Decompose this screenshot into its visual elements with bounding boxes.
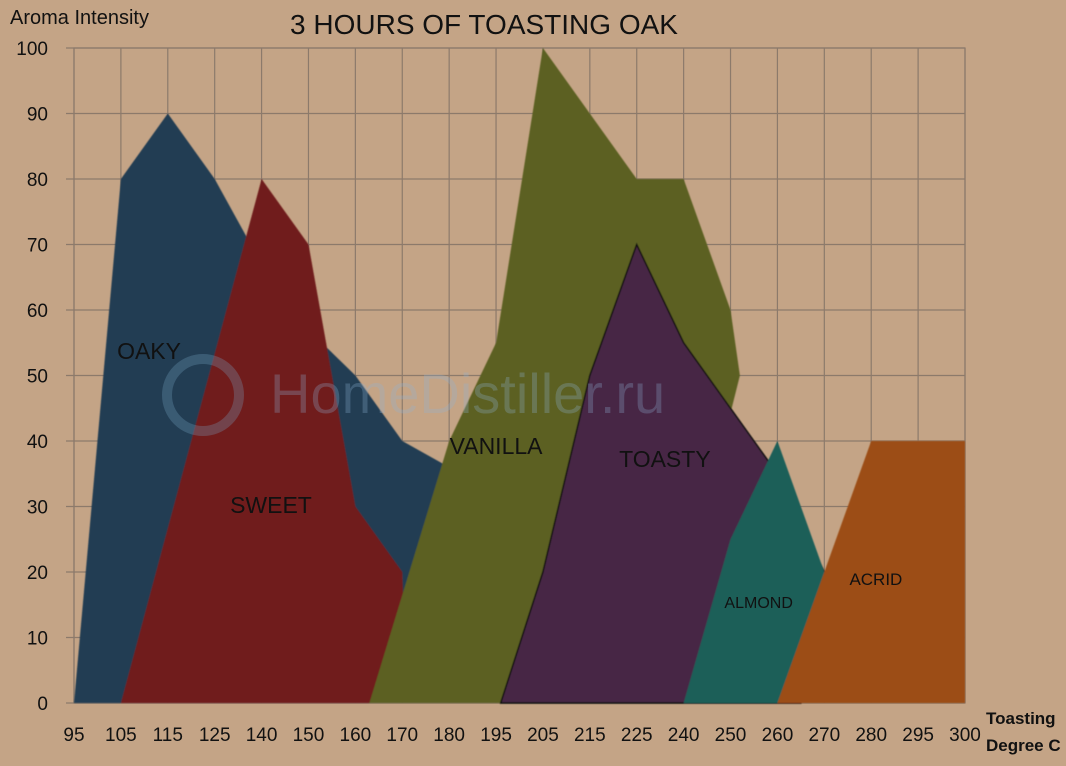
x-tick-label: 240 xyxy=(668,725,700,746)
series-label-oaky: OAKY xyxy=(117,338,181,364)
series-label-acrid: ACRID xyxy=(849,570,902,589)
x-tick-label: 140 xyxy=(246,725,278,746)
x-tick-label: 115 xyxy=(153,725,183,746)
x-tick-label: 225 xyxy=(621,725,653,746)
watermark: HomeDistiller.ru xyxy=(162,354,665,436)
series-label-sweet: SWEET xyxy=(230,492,312,518)
y-tick-label: 30 xyxy=(27,498,48,519)
area-almond xyxy=(683,441,825,703)
x-tick-label: 215 xyxy=(574,725,606,746)
y-tick-label: 0 xyxy=(37,694,48,715)
x-tick-label: 180 xyxy=(433,725,465,746)
x-tick-label: 300 xyxy=(949,725,981,746)
x-tick-label: 270 xyxy=(808,725,840,746)
series-label-toasty: TOASTY xyxy=(619,446,711,472)
y-tick-label: 70 xyxy=(27,236,48,257)
series-labels: OAKY SWEET VANILLA TOASTY ALMOND ACRID xyxy=(117,338,902,612)
x-tick-label: 205 xyxy=(527,725,559,746)
x-tick-label: 295 xyxy=(902,725,934,746)
x-axis-label-line2: Degree C xyxy=(986,736,1061,755)
x-tick-label: 95 xyxy=(63,725,84,746)
area-acrid xyxy=(777,441,965,703)
x-tick-label: 280 xyxy=(855,725,887,746)
x-tick-label: 250 xyxy=(715,725,747,746)
tick-labels: 95 105 115 125 140 150 160 170 180 195 205 215 225 24… xyxy=(16,39,981,746)
series-areas xyxy=(74,48,965,704)
y-tick-label: 10 xyxy=(27,629,48,650)
y-tick-label: 20 xyxy=(27,563,48,584)
watermark-text: HomeDistiller.ru xyxy=(270,362,665,425)
x-tick-label: 105 xyxy=(105,725,137,746)
x-tick-label: 170 xyxy=(386,725,418,746)
y-tick-label: 60 xyxy=(27,301,48,322)
y-axis-label: Aroma Intensity xyxy=(10,7,149,29)
x-tick-label: 260 xyxy=(762,725,794,746)
chart-title: 3 HOURS OF TOASTING OAK xyxy=(290,9,678,40)
y-tick-label: 40 xyxy=(27,432,48,453)
series-label-almond: ALMOND xyxy=(724,595,792,612)
y-tick-label: 100 xyxy=(16,39,48,60)
x-tick-label: 160 xyxy=(340,725,372,746)
watermark-logo-icon xyxy=(162,354,244,436)
x-axis-label-line1: Toasting xyxy=(986,709,1056,728)
area-sweet xyxy=(120,179,408,703)
x-tick-label: 195 xyxy=(480,725,512,746)
y-tick-label: 80 xyxy=(27,170,48,191)
x-tick-label: 150 xyxy=(293,725,325,746)
x-tick-label: 125 xyxy=(199,725,231,746)
y-tick-label: 90 xyxy=(27,105,48,126)
y-tick-label: 50 xyxy=(27,367,48,388)
series-label-vanilla: VANILLA xyxy=(450,433,544,459)
